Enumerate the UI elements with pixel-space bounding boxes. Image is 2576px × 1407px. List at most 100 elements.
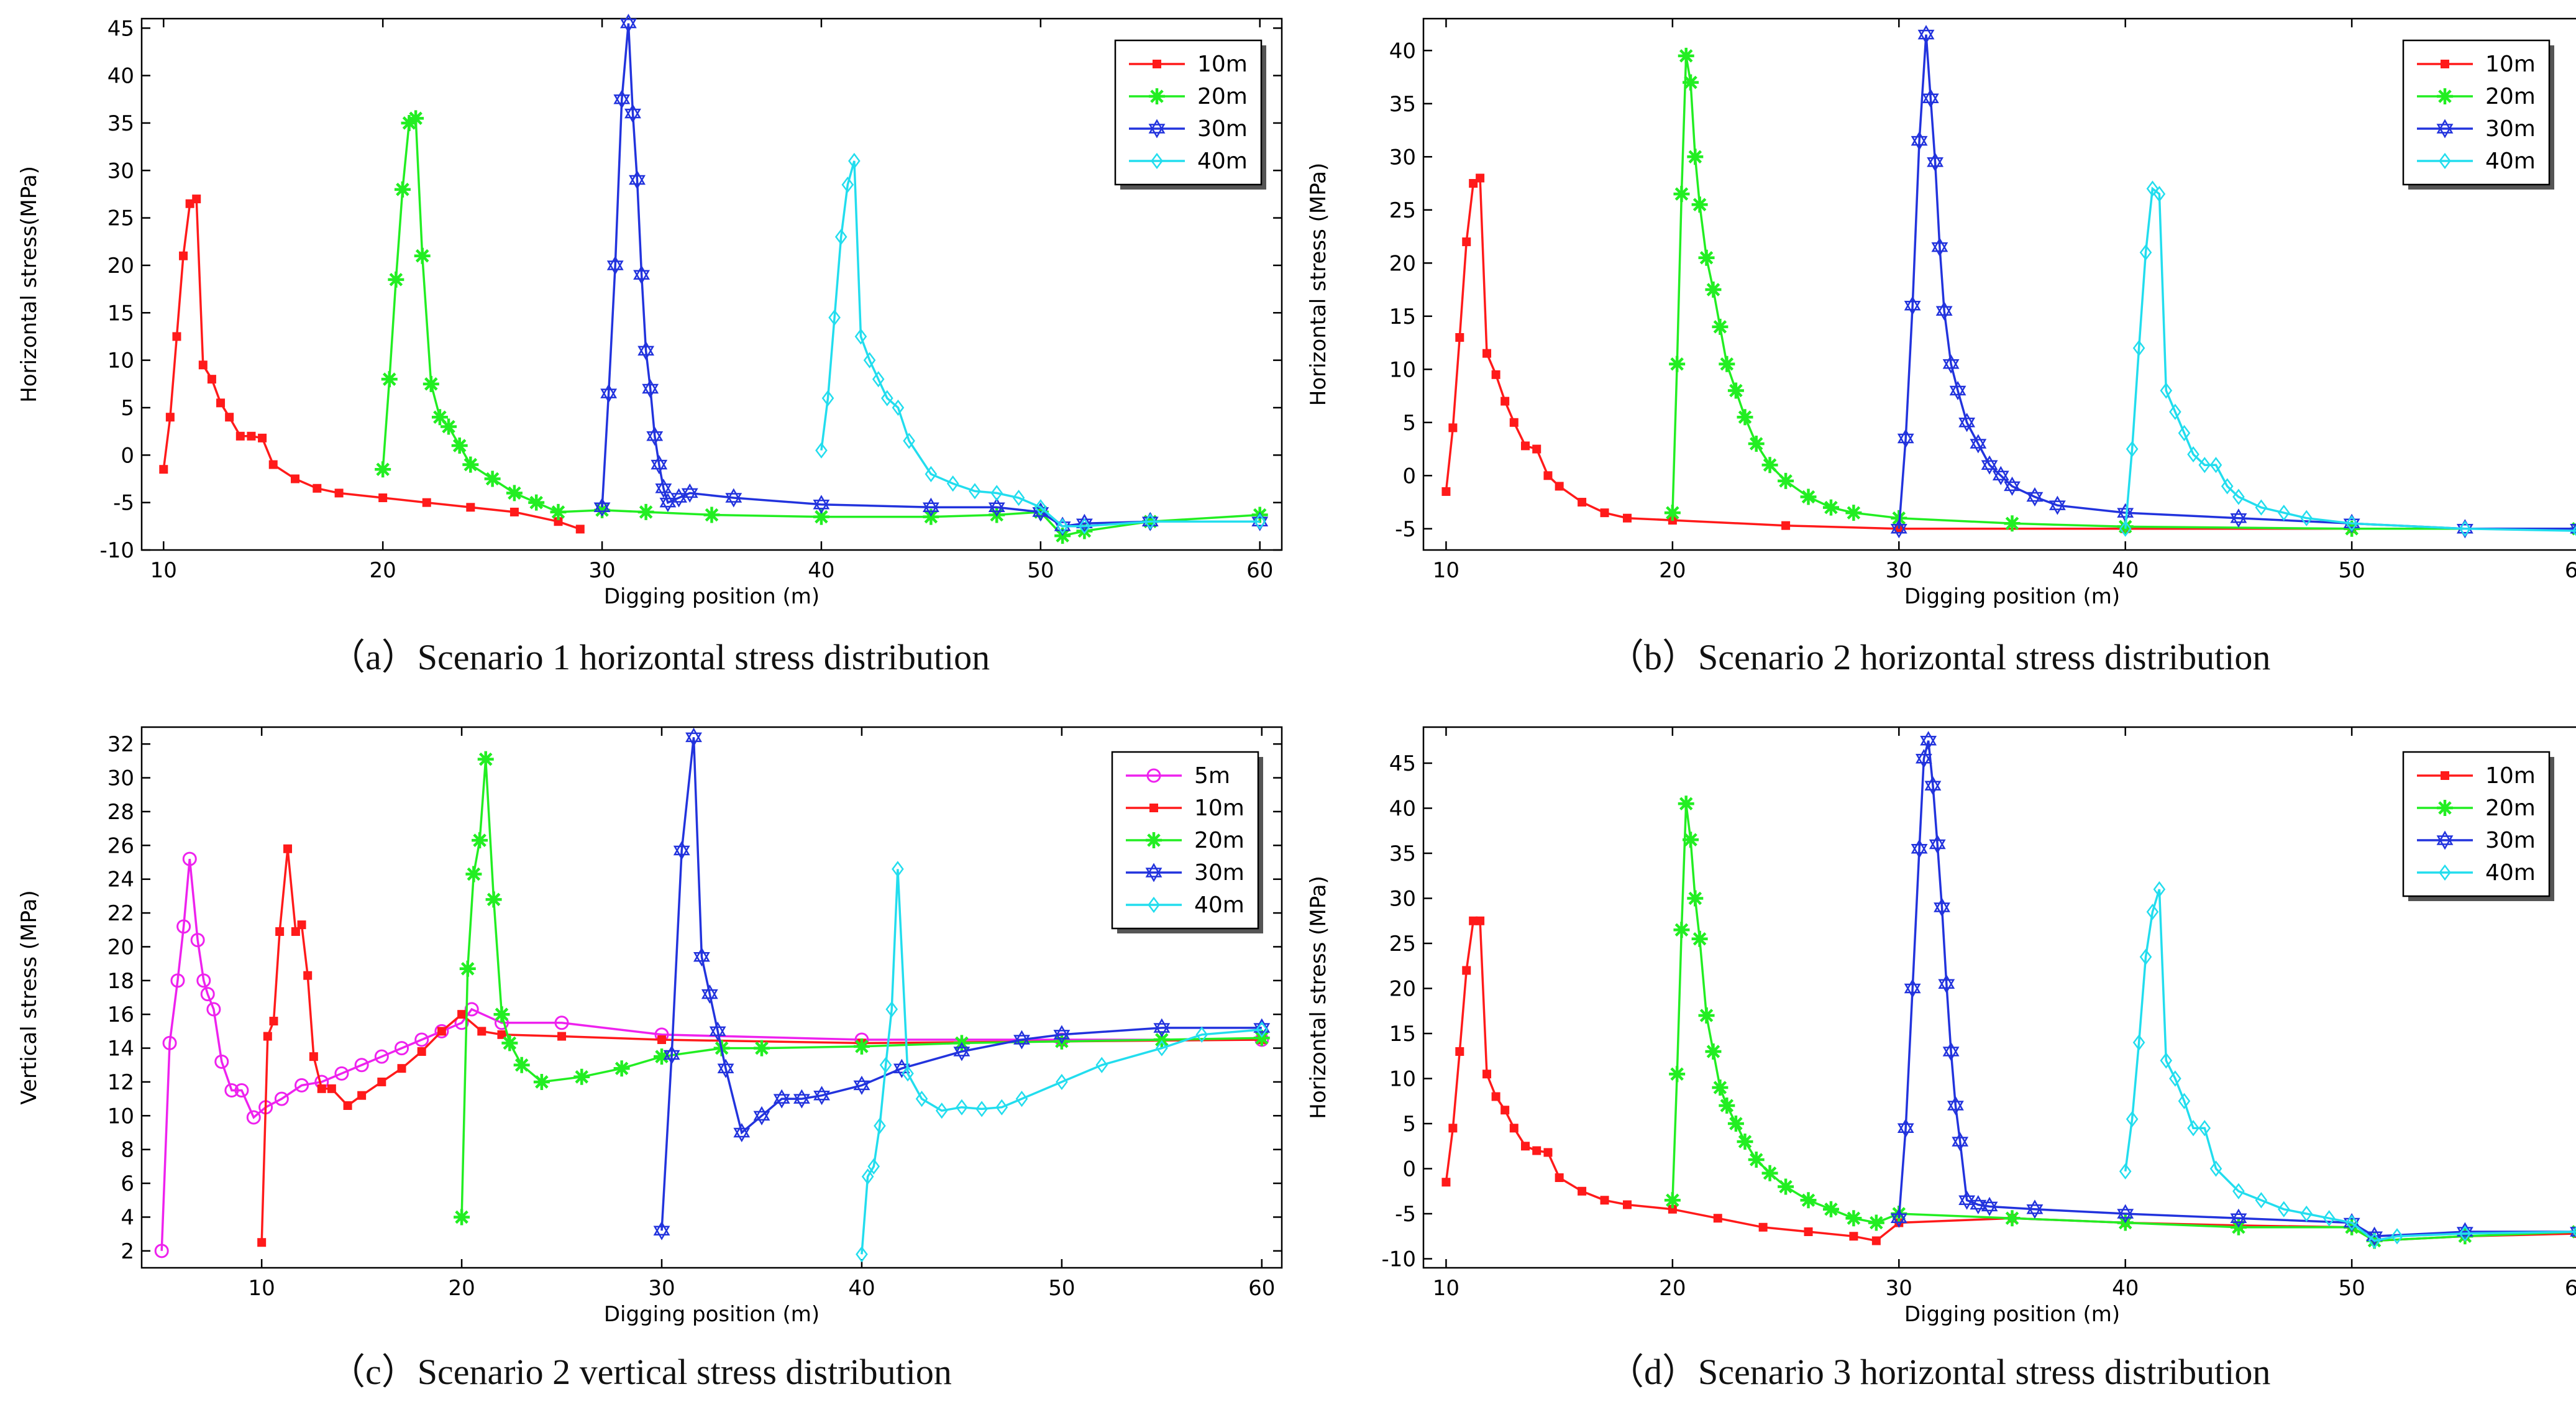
- x-tick-label: 10: [150, 558, 177, 583]
- series-line-30m: [601, 23, 1260, 528]
- data-point: [725, 488, 742, 508]
- data-point: [2209, 1160, 2222, 1177]
- data-point: [2178, 1093, 2191, 1109]
- data-point: [374, 1049, 389, 1064]
- data-point: [1890, 1208, 1907, 1228]
- y-tick-label: 28: [107, 800, 134, 825]
- data-point: [874, 1117, 886, 1134]
- y-tick-label: -5: [1395, 517, 1416, 542]
- y-tick-label: 15: [107, 301, 134, 326]
- data-point: [2146, 180, 2159, 197]
- series-40m: [856, 861, 1268, 1263]
- data-point: [828, 309, 841, 326]
- data-point: [441, 418, 457, 435]
- data-point: [1687, 149, 1704, 165]
- data-point: [303, 971, 313, 980]
- data-point: [663, 1045, 680, 1065]
- data-point: [2146, 904, 2159, 920]
- data-point: [2139, 948, 2152, 965]
- data-point: [454, 1209, 470, 1226]
- data-point: [1500, 396, 1510, 406]
- data-point: [2187, 446, 2199, 463]
- data-point: [1904, 296, 1921, 316]
- data-point: [903, 433, 915, 449]
- y-axis-label: Horizontal stress (MPa): [1306, 163, 1331, 406]
- data-point: [1156, 1040, 1168, 1056]
- y-tick-label: -5: [113, 491, 134, 516]
- data-point: [275, 927, 285, 936]
- data-point: [946, 475, 959, 492]
- data-point: [853, 1075, 870, 1095]
- data-point: [637, 341, 655, 360]
- data-point: [922, 497, 939, 517]
- y-tick-label: 32: [107, 732, 134, 757]
- legend-marker-10m: [1149, 804, 1158, 812]
- legend-marker-10m: [2441, 771, 2449, 780]
- data-point: [1911, 839, 1928, 859]
- data-point: [1095, 1056, 1108, 1073]
- data-point: [2004, 476, 2021, 496]
- data-point: [879, 1056, 892, 1073]
- legend-marker-10m: [2441, 60, 2449, 68]
- y-tick-label: -10: [1381, 1247, 1416, 1272]
- data-point: [378, 493, 388, 503]
- y-tick-label: 35: [107, 111, 134, 136]
- data-point: [1938, 974, 1955, 994]
- data-point: [2119, 1163, 2132, 1180]
- y-tick-label: 10: [1389, 1067, 1416, 1092]
- data-point: [1761, 457, 1778, 474]
- chart-panel-a: 10 20 30 40 50 60 -10 -5 0 5 10 15 20 25 30 35 40 45 Diggi…: [17, 14, 1283, 609]
- data-point: [813, 495, 830, 515]
- data-point: [179, 251, 188, 260]
- data-point: [613, 1060, 630, 1077]
- data-point: [422, 375, 439, 392]
- legend-marker-40m: [1151, 152, 1163, 170]
- data-point: [2132, 340, 2145, 357]
- y-tick-label: 0: [1402, 1157, 1416, 1182]
- data-point: [2004, 1210, 2021, 1227]
- data-point: [813, 1086, 830, 1106]
- legend-marker-20m: [2437, 800, 2453, 816]
- data-point: [990, 485, 1003, 502]
- data-point: [856, 1246, 868, 1263]
- data-point: [600, 383, 618, 403]
- data-point: [1622, 513, 1632, 523]
- data-point: [395, 1041, 409, 1056]
- legend-marker-40m: [1148, 896, 1160, 914]
- data-point: [753, 1040, 770, 1056]
- data-point: [465, 866, 482, 882]
- data-point: [172, 332, 181, 341]
- x-tick-label: 30: [588, 558, 615, 583]
- y-tick-label: 5: [121, 396, 134, 421]
- data-point: [613, 89, 631, 109]
- data-point: [753, 1106, 770, 1125]
- y-tick-label: 30: [107, 158, 134, 183]
- data-point: [2126, 1111, 2139, 1127]
- x-tick-label: 40: [848, 1276, 875, 1301]
- y-tick-label: 5: [1402, 1112, 1416, 1137]
- data-point: [841, 176, 854, 193]
- plot-frame: [140, 17, 1283, 551]
- data-point: [1153, 1031, 1170, 1048]
- data-point: [925, 465, 938, 482]
- data-point: [291, 474, 300, 484]
- y-tick-label: -10: [99, 538, 134, 563]
- data-point: [1712, 318, 1729, 335]
- data-point: [1673, 186, 1690, 203]
- x-tick-label: 50: [1048, 1276, 1075, 1301]
- caption-b: （b）Scenario 2 horizontal stress distribu…: [1608, 637, 2271, 677]
- legend-label-40m: 40m: [2485, 149, 2536, 174]
- x-tick-label: 40: [2112, 1276, 2139, 1301]
- data-point: [295, 1078, 309, 1093]
- data-point: [2169, 1070, 2181, 1087]
- data-point: [2187, 1120, 2199, 1137]
- data-point: [185, 199, 194, 208]
- chart-panel-d: 10 20 30 40 50 60 -10 -5 0 5 10 15 20 25 30 35 40 45 Diggi…: [1306, 726, 2576, 1327]
- data-point: [2026, 487, 2044, 506]
- data-point: [1778, 472, 1794, 489]
- data-point: [2300, 510, 2313, 526]
- x-axis-label: Digging position (m): [604, 584, 820, 609]
- data-point: [154, 1244, 169, 1258]
- data-point: [2572, 1226, 2576, 1237]
